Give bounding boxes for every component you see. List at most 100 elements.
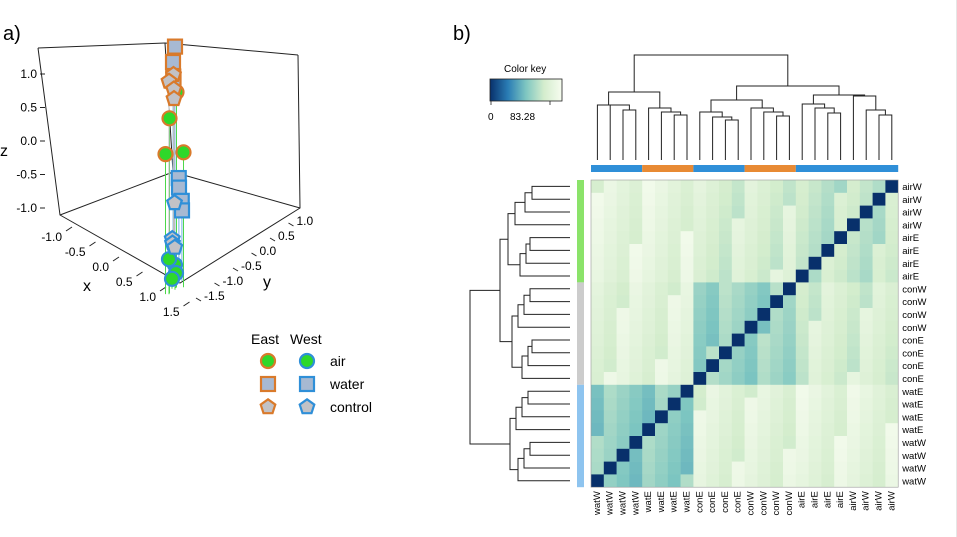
heatmap-cell: [795, 346, 809, 360]
column-label: conE: [694, 491, 705, 513]
heatmap-cell: [642, 346, 656, 360]
heatmap-cell: [885, 436, 899, 450]
heatmap-cell: [731, 423, 745, 437]
heatmap-cell: [655, 448, 669, 462]
heatmap-cell: [629, 295, 643, 309]
heatmap-cell: [783, 384, 797, 398]
heatmap-cell: [744, 346, 758, 360]
y-tick-label: 1.0: [297, 214, 314, 228]
column-label: airW: [861, 491, 872, 511]
heatmap-cell: [655, 474, 669, 488]
heatmap-cell: [731, 384, 745, 398]
heatmap-cell: [834, 410, 848, 424]
heatmap-cell: [693, 256, 707, 270]
heatmap-cell: [872, 346, 886, 360]
heatmap-cell: [808, 474, 822, 488]
heatmap-cell: [744, 192, 758, 206]
y-tick: [269, 237, 276, 242]
heatmap-cell: [847, 320, 861, 334]
heatmap-cell: [744, 436, 758, 450]
heatmap-cell: [642, 192, 656, 206]
heatmap-cell: [731, 231, 745, 245]
column-label: watW: [618, 491, 629, 516]
heatmap-cell: [616, 269, 630, 283]
heatmap-cell: [757, 410, 771, 424]
heatmap-cell: [757, 256, 771, 270]
heatmap-cell: [667, 231, 681, 245]
heatmap-cell: [591, 474, 605, 488]
heatmap-cell: [693, 192, 707, 206]
heatmap-cell: [744, 205, 758, 219]
heatmap-cell: [667, 282, 681, 296]
heatmap-cell: [591, 308, 605, 322]
row-label: watE: [901, 387, 923, 398]
heatmap-cell: [603, 308, 617, 322]
heatmap-cell: [667, 372, 681, 386]
heatmap-cell: [591, 192, 605, 206]
heatmap-cell: [885, 384, 899, 398]
dendrogram-branch: [608, 91, 661, 108]
column-group-segment: [693, 165, 745, 172]
heatmap-cell: [706, 231, 720, 245]
heatmap-cell: [629, 448, 643, 462]
heatmap-cell: [655, 308, 669, 322]
dendrogram-branch: [509, 417, 518, 471]
heatmap-cell: [719, 282, 733, 296]
heatmap-cell: [834, 218, 848, 232]
heatmap-cell: [719, 423, 733, 437]
heatmap-cell: [655, 218, 669, 232]
dendrogram-branch: [596, 104, 620, 160]
heatmap-cell: [706, 423, 720, 437]
heatmap-cell: [642, 244, 656, 258]
heatmap-cell: [680, 359, 694, 373]
dendrogram-branch: [622, 109, 637, 160]
heatmap-cell: [642, 333, 656, 347]
column-label: conW: [784, 491, 795, 515]
heatmap-cell: [872, 372, 886, 386]
dendrogram-branch: [469, 289, 510, 445]
heatmap-cell: [795, 423, 809, 437]
heatmap-cell: [783, 333, 797, 347]
row-label: watW: [901, 451, 926, 462]
heatmap-cell: [680, 397, 694, 411]
heatmap-cell: [885, 282, 899, 296]
heatmap-cell: [603, 320, 617, 334]
heatmap-cell: [591, 359, 605, 373]
heatmap-cell: [616, 436, 630, 450]
column-label: watE: [669, 491, 680, 513]
heatmap-cell: [642, 256, 656, 270]
heatmap-cell: [693, 180, 707, 194]
heatmap-cell: [719, 218, 733, 232]
legend-symbol-water-west: [298, 375, 316, 393]
column-labels: watW watW watW watW watE watE watE watE conE conE…: [592, 491, 897, 516]
heatmap-cell: [693, 359, 707, 373]
column-group-segment: [591, 165, 643, 172]
heatmap-cell: [603, 269, 617, 283]
heatmap-cell: [693, 295, 707, 309]
heatmap-cell: [821, 333, 835, 347]
heatmap-cell: [783, 256, 797, 270]
heatmap-cell: [859, 436, 873, 450]
heatmap-cell: [783, 308, 797, 322]
heatmap-cell: [744, 410, 758, 424]
heatmap-cell: [629, 205, 643, 219]
heatmap-cell: [603, 397, 617, 411]
row-group-segment: [577, 282, 584, 385]
heatmap-cell: [719, 244, 733, 258]
row-label: conE: [902, 348, 924, 359]
column-group-segment: [795, 165, 899, 172]
heatmap-cell: [693, 333, 707, 347]
heatmap-cell: [642, 372, 656, 386]
heatmap-cell: [642, 436, 656, 450]
column-dendrogram: [596, 54, 893, 160]
row-label: conW: [902, 297, 926, 308]
heatmap-cell: [731, 461, 745, 475]
heatmap-cell: [885, 244, 899, 258]
x-tick: [65, 226, 73, 232]
x-tick-label: 0.5: [116, 275, 133, 289]
heatmap-cell: [770, 384, 784, 398]
row-label: conW: [902, 310, 926, 321]
heatmap-cell: [885, 346, 899, 360]
heatmap-cell: [616, 192, 630, 206]
z-tick-label: 1.0: [20, 67, 37, 81]
